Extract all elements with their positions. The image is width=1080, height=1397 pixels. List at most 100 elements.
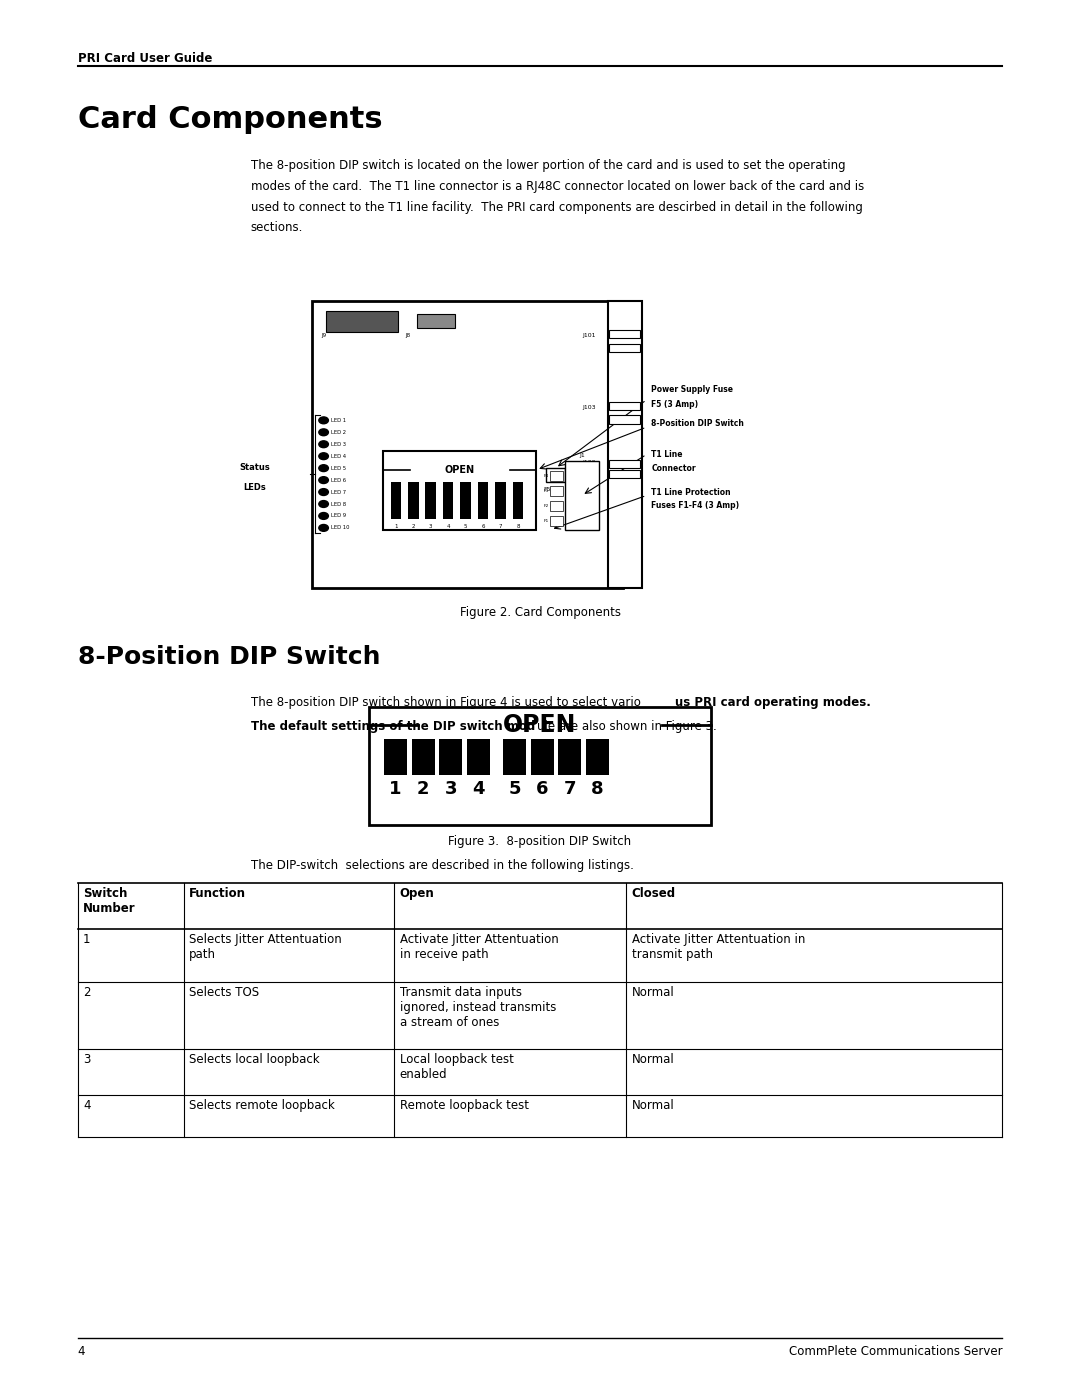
Text: J103: J103 xyxy=(582,405,596,411)
Circle shape xyxy=(319,524,328,531)
Circle shape xyxy=(319,441,328,447)
Text: F1: F1 xyxy=(544,520,550,522)
Text: LEDs: LEDs xyxy=(243,483,266,492)
Text: Selects local loopback: Selects local loopback xyxy=(189,1053,320,1066)
Bar xyxy=(467,739,489,775)
Circle shape xyxy=(319,500,328,507)
Text: 8-Position DIP Switch: 8-Position DIP Switch xyxy=(78,645,380,669)
Text: Local loopback test
enabled: Local loopback test enabled xyxy=(400,1053,513,1081)
Text: LED 10: LED 10 xyxy=(330,525,349,531)
Text: LED 4: LED 4 xyxy=(330,454,346,458)
Circle shape xyxy=(319,453,328,460)
Text: 1: 1 xyxy=(83,933,91,946)
Text: 4: 4 xyxy=(472,780,485,798)
Bar xyxy=(460,482,471,520)
Text: Connector: Connector xyxy=(651,464,696,472)
Text: 8-Position DIP Switch: 8-Position DIP Switch xyxy=(651,419,744,429)
Text: Status: Status xyxy=(239,462,270,472)
Text: 3: 3 xyxy=(429,524,432,528)
Bar xyxy=(609,415,640,423)
Text: 2: 2 xyxy=(417,780,430,798)
Text: Remote loopback test: Remote loopback test xyxy=(400,1099,528,1112)
Text: used to connect to the T1 line facility.  The PRI card components are descirbed : used to connect to the T1 line facility.… xyxy=(251,201,863,214)
Text: Closed: Closed xyxy=(632,887,676,900)
Text: Fuses F1-F4 (3 Amp): Fuses F1-F4 (3 Amp) xyxy=(651,502,740,510)
Text: us PRI card operating modes.: us PRI card operating modes. xyxy=(675,696,870,708)
Text: LED 8: LED 8 xyxy=(330,502,346,507)
Text: 3: 3 xyxy=(83,1053,91,1066)
Text: Normal: Normal xyxy=(632,1053,675,1066)
Text: J101: J101 xyxy=(583,334,596,338)
Circle shape xyxy=(319,429,328,436)
Text: LED 7: LED 7 xyxy=(330,489,346,495)
Text: LED 1: LED 1 xyxy=(330,418,346,423)
Text: sections.: sections. xyxy=(251,221,302,235)
Text: Selects Jitter Attentuation
path: Selects Jitter Attentuation path xyxy=(189,933,341,961)
Text: The DIP-switch  selections are described in the following listings.: The DIP-switch selections are described … xyxy=(251,859,634,872)
Text: F2: F2 xyxy=(544,504,550,509)
Text: Power Supply Fuse: Power Supply Fuse xyxy=(651,386,733,394)
Text: LED 9: LED 9 xyxy=(330,514,346,518)
Text: 3: 3 xyxy=(445,780,457,798)
Bar xyxy=(609,469,640,478)
Text: Normal: Normal xyxy=(632,1099,675,1112)
Text: T1 Line: T1 Line xyxy=(651,450,683,460)
Bar xyxy=(530,739,554,775)
Text: J1: J1 xyxy=(579,453,584,458)
Text: 1: 1 xyxy=(394,524,397,528)
Bar xyxy=(383,451,537,529)
Bar xyxy=(411,739,434,775)
Text: 8: 8 xyxy=(516,524,519,528)
Text: modes of the card.  The T1 line connector is a RJ48C connector located on lower : modes of the card. The T1 line connector… xyxy=(251,180,864,193)
Circle shape xyxy=(319,513,328,520)
Text: OPEN: OPEN xyxy=(445,465,475,475)
Text: F4: F4 xyxy=(544,474,550,478)
Text: 5: 5 xyxy=(464,524,468,528)
Bar xyxy=(550,515,564,527)
Text: ule are also shown in Figure 3.: ule are also shown in Figure 3. xyxy=(537,721,716,733)
Text: J8: J8 xyxy=(405,334,410,338)
Text: Activate Jitter Attentuation in
transmit path: Activate Jitter Attentuation in transmit… xyxy=(632,933,806,961)
Text: 4: 4 xyxy=(446,524,450,528)
Bar xyxy=(609,401,640,411)
Text: 2: 2 xyxy=(411,524,415,528)
Circle shape xyxy=(319,489,328,496)
Text: The 8-position DIP switch is located on the lower portion of the card and is use: The 8-position DIP switch is located on … xyxy=(251,159,846,172)
Text: LED 2: LED 2 xyxy=(330,430,346,434)
Bar xyxy=(496,482,505,520)
Bar xyxy=(384,739,407,775)
Bar xyxy=(312,300,622,588)
Circle shape xyxy=(319,465,328,472)
Text: Open: Open xyxy=(400,887,434,900)
Text: Selects TOS: Selects TOS xyxy=(189,986,259,999)
Text: OPEN: OPEN xyxy=(503,712,577,738)
Bar xyxy=(443,482,454,520)
Text: Activate Jitter Attentuation
in receive path: Activate Jitter Attentuation in receive … xyxy=(400,933,558,961)
Text: The default settings of the DIP switch mod: The default settings of the DIP switch m… xyxy=(251,721,535,733)
Text: Selects remote loopback: Selects remote loopback xyxy=(189,1099,335,1112)
Text: Normal: Normal xyxy=(632,986,675,999)
Bar xyxy=(586,739,609,775)
Text: 6: 6 xyxy=(536,780,549,798)
Bar xyxy=(550,502,564,511)
Text: 4: 4 xyxy=(83,1099,91,1112)
Text: Function: Function xyxy=(189,887,246,900)
Text: F5: F5 xyxy=(543,488,551,492)
Bar xyxy=(426,482,436,520)
Text: 6: 6 xyxy=(482,524,485,528)
Text: The 8-position DIP switch shown in Figure 4 is used to select vario: The 8-position DIP switch shown in Figur… xyxy=(251,696,640,708)
Circle shape xyxy=(319,476,328,483)
Bar xyxy=(608,300,642,588)
Text: LED 6: LED 6 xyxy=(330,478,346,482)
Text: Transmit data inputs
ignored, instead transmits
a stream of ones: Transmit data inputs ignored, instead tr… xyxy=(400,986,556,1030)
Bar xyxy=(391,482,401,520)
Text: LED 3: LED 3 xyxy=(330,441,346,447)
Bar xyxy=(503,739,526,775)
Bar xyxy=(558,739,581,775)
Bar xyxy=(546,468,565,482)
Text: Figure 2. Card Components: Figure 2. Card Components xyxy=(459,606,621,619)
Bar xyxy=(326,312,397,331)
Text: T1 Line Protection: T1 Line Protection xyxy=(651,488,731,496)
Bar xyxy=(477,482,488,520)
Text: Card Components: Card Components xyxy=(78,105,382,134)
